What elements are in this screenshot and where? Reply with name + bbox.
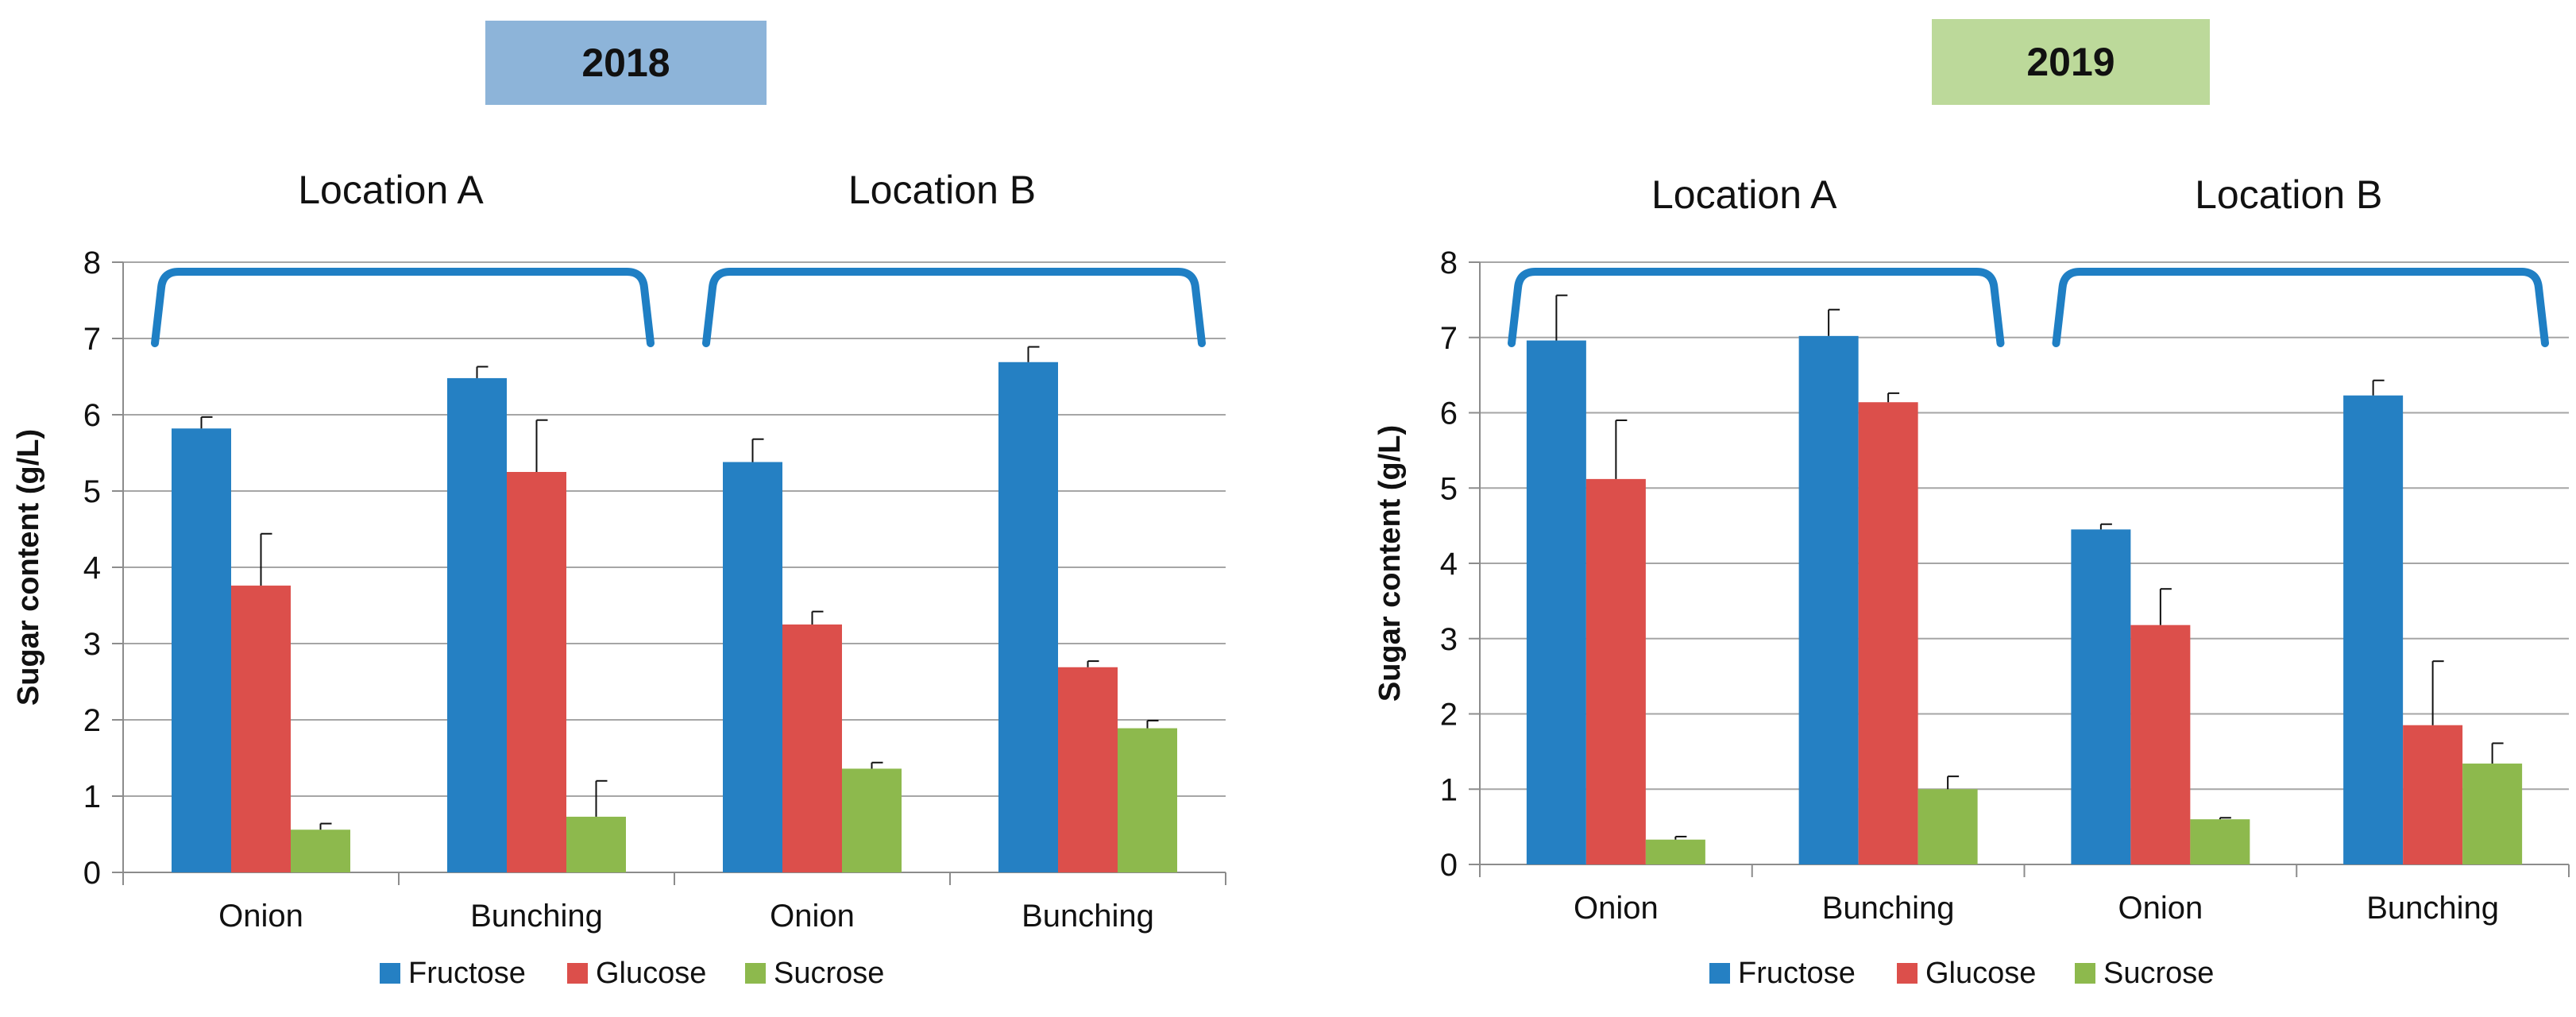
x-category-label: Onion (2118, 891, 2203, 926)
bar-fructose (998, 362, 1058, 872)
year-title-2019: 2019 (1932, 19, 2210, 105)
y-tick-label: 7 (83, 322, 101, 357)
y-tick-label: 0 (1440, 848, 1458, 883)
bar-sucrose (1645, 839, 1705, 864)
bar-glucose (2130, 625, 2191, 864)
y-tick-label: 1 (83, 779, 101, 814)
y-tick-label: 2 (83, 703, 101, 738)
x-category-label: Bunching (1822, 891, 1955, 926)
bar-fructose (723, 462, 782, 872)
y-tick-label: 7 (1440, 321, 1458, 356)
y-axis-label: Sugar content (g/L) (12, 429, 45, 706)
group-bracket (2052, 268, 2549, 347)
y-tick-label: 4 (1440, 547, 1458, 582)
group-bracket (702, 268, 1206, 347)
bar-glucose (782, 625, 842, 872)
group-label: Location B (2195, 172, 2382, 217)
group-label: Location A (298, 168, 484, 212)
group-label: Location B (848, 168, 1036, 212)
legend-label: Fructose (1738, 957, 1856, 990)
legend-label: Glucose (1925, 957, 2036, 990)
bar-sucrose (291, 829, 350, 872)
legend-label: Sucrose (774, 957, 884, 990)
legend-swatch (1897, 963, 1918, 984)
bar-fructose (172, 428, 231, 872)
y-tick-label: 2 (1440, 698, 1458, 733)
y-tick-label: 5 (83, 474, 101, 509)
x-category-label: Onion (218, 899, 303, 934)
bar-sucrose (1918, 789, 1978, 864)
y-tick-label: 1 (1440, 772, 1458, 807)
x-category-label: Bunching (1022, 899, 1154, 934)
bar-glucose (1858, 402, 1918, 864)
year-title-2018: 2018 (485, 21, 767, 105)
bar-sucrose (1118, 728, 1177, 872)
bar-sucrose (2190, 819, 2250, 864)
bar-sucrose (842, 768, 902, 872)
bar-fructose (1798, 335, 1859, 865)
bar-glucose (1585, 478, 1646, 864)
y-tick-label: 6 (1440, 396, 1458, 431)
x-category-label: Onion (770, 899, 855, 934)
y-tick-label: 0 (83, 856, 101, 891)
bar-glucose (231, 586, 291, 872)
y-tick-label: 6 (83, 398, 101, 433)
bar-glucose (2403, 725, 2463, 864)
y-tick-label: 8 (1440, 246, 1458, 280)
bar-glucose (507, 472, 566, 872)
x-category-label: Bunching (2366, 891, 2499, 926)
legend-swatch (2075, 963, 2095, 984)
legend-swatch (1709, 963, 1730, 984)
y-tick-label: 8 (83, 246, 101, 280)
legend-label: Glucose (596, 957, 706, 990)
legend-swatch (745, 963, 766, 984)
group-bracket (151, 268, 655, 347)
x-category-label: Bunching (470, 899, 603, 934)
y-tick-label: 3 (83, 627, 101, 662)
y-axis-label: Sugar content (g/L) (1373, 425, 1407, 702)
y-tick-label: 4 (83, 551, 101, 586)
group-label: Location A (1651, 172, 1837, 217)
bar-fructose (1526, 340, 1586, 864)
year-title-text: 2018 (581, 41, 670, 85)
legend-label: Fructose (408, 957, 526, 990)
legend-label: Sucrose (2103, 957, 2214, 990)
group-bracket (1508, 268, 2005, 347)
bar-fructose (447, 377, 507, 872)
legend-swatch (567, 963, 588, 984)
bar-fructose (2071, 529, 2131, 864)
bar-sucrose (566, 816, 626, 872)
y-tick-label: 5 (1440, 471, 1458, 506)
bar-sucrose (2462, 764, 2523, 864)
year-title-text: 2019 (2026, 40, 2115, 84)
legend-swatch (380, 963, 400, 984)
x-category-label: Onion (1574, 891, 1659, 926)
bar-glucose (1058, 667, 1118, 872)
bar-fructose (2343, 395, 2404, 864)
y-tick-label: 3 (1440, 622, 1458, 657)
